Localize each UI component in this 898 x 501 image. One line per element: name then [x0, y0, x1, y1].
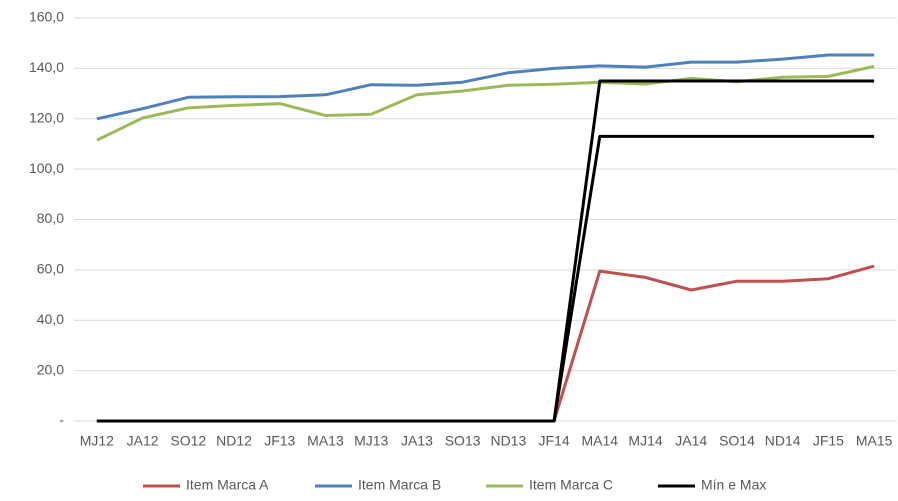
x-tick-label: SO13: [445, 433, 481, 449]
legend-label: Mín e Max: [701, 477, 766, 493]
legend-label: Item Marca C: [529, 477, 613, 493]
y-tick-label: 100,0: [29, 160, 64, 176]
x-tick-label: JF13: [264, 433, 295, 449]
x-tick-label: MA13: [307, 433, 344, 449]
x-tick-label: SO14: [719, 433, 755, 449]
x-tick-label: MJ14: [628, 433, 662, 449]
x-tick-label: MJ13: [354, 433, 388, 449]
series-line: [96, 264, 875, 423]
y-tick-label: 40,0: [37, 311, 64, 327]
y-tick-label: 20,0: [37, 361, 64, 377]
series-line: [96, 134, 875, 423]
y-tick-label: 140,0: [29, 59, 64, 75]
x-tick-label: JF14: [539, 433, 570, 449]
legend-label: Item Marca B: [358, 477, 441, 493]
x-tick-label: ND13: [490, 433, 526, 449]
series-line: [96, 79, 875, 423]
series-line: [96, 53, 875, 121]
y-tick-label: 120,0: [29, 109, 64, 125]
y-tick-label: 60,0: [37, 261, 64, 277]
x-tick-label: SO12: [170, 433, 206, 449]
x-tick-label: JA12: [127, 433, 159, 449]
y-tick-label: 160,0: [29, 9, 64, 25]
y-tick-label: -: [59, 412, 64, 428]
x-tick-label: ND14: [765, 433, 801, 449]
x-tick-label: JF15: [813, 433, 844, 449]
legend-label: Item Marca A: [186, 477, 269, 493]
x-tick-label: ND12: [216, 433, 252, 449]
x-tick-label: MA15: [856, 433, 893, 449]
x-tick-label: MA14: [582, 433, 619, 449]
x-tick-label: JA14: [675, 433, 707, 449]
y-tick-label: 80,0: [37, 210, 64, 226]
x-tick-label: JA13: [401, 433, 433, 449]
x-tick-label: MJ12: [80, 433, 114, 449]
